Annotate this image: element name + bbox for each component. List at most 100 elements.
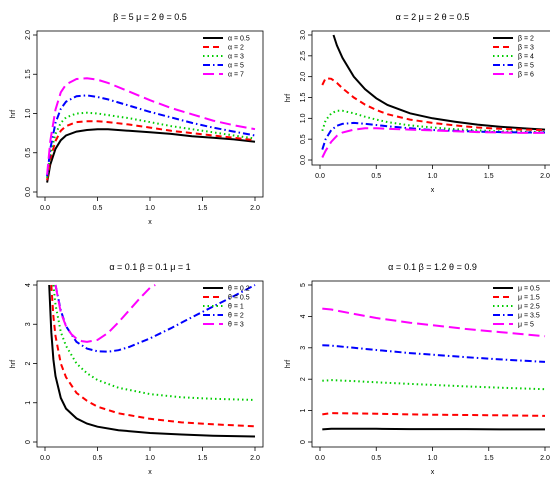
y-axis-label: hrf (285, 360, 292, 368)
x-tick-label: 0.0 (40, 455, 50, 462)
y-tick-label: 4 (25, 283, 32, 287)
chart-panel-2: α = 2 μ = 2 θ = 0.5 0.0 0.5 1.0 1.5 2.0 x 0.0 0.… (285, 12, 550, 194)
x-tick-label: 1.5 (198, 455, 208, 462)
x-axis-label: x (431, 469, 435, 476)
y-axis-label: hrf (285, 94, 292, 102)
x-tick-label: 0.5 (371, 455, 381, 462)
legend-label: θ = 3 (228, 322, 244, 329)
y-tick-label: 2.0 (300, 72, 307, 82)
x-tick-label: 1.0 (428, 173, 438, 180)
series-line-2 (321, 77, 546, 131)
chart-panel-4: α = 0.1 β = 1.2 θ = 0.9 0.0 0.5 1.0 1.5 2.0 x 0… (285, 262, 550, 476)
y-tick-label: 0 (300, 440, 307, 444)
legend: β = 2 β = 3 β = 4 β = 5 β = 6 (493, 36, 534, 79)
y-tick-label: 0.0 (25, 187, 32, 197)
y-tick-label: 2 (300, 377, 307, 381)
x-tick-label: 2.0 (250, 455, 260, 462)
y-tick-label: 5 (300, 283, 307, 287)
series-line-1 (48, 284, 256, 438)
y-tick-label: 1 (300, 409, 307, 413)
x-tick-label: 0.0 (315, 173, 325, 180)
legend-label: α = 0.5 (228, 36, 250, 43)
y-axis-label: hrf (10, 110, 17, 118)
legend: θ = 0.2 θ = 0.5 θ = 1 θ = 2 θ = 3 (203, 286, 250, 329)
y-tick-label: 1.5 (25, 69, 32, 79)
series-line-3 (46, 111, 256, 179)
x-tick-label: 1.5 (484, 173, 494, 180)
y-axis-label: hrf (10, 360, 17, 368)
series-line-5 (54, 284, 156, 343)
legend-label: β = 6 (518, 72, 534, 79)
y-tick-label: 1.0 (300, 113, 307, 123)
y-tick-label: 0.0 (300, 155, 307, 165)
x-tick-label: 1.0 (145, 455, 155, 462)
series-line-2 (50, 284, 256, 428)
legend-label: β = 5 (518, 63, 534, 70)
x-tick-label: 1.5 (198, 205, 208, 212)
chart-title: α = 2 μ = 2 θ = 0.5 (396, 12, 470, 22)
series-line-3 (52, 284, 256, 401)
x-tick-label: 2.0 (540, 173, 550, 180)
legend-label: α = 3 (228, 54, 244, 61)
series-line-5 (46, 77, 256, 175)
legend-label: β = 3 (518, 45, 534, 52)
series-line-4 (322, 344, 546, 363)
series-line-4 (321, 121, 545, 150)
y-tick-label: 4 (300, 314, 307, 318)
x-tick-label: 0.0 (315, 455, 325, 462)
series-line-5 (321, 127, 545, 158)
chart-panel-3: α = 0.1 β = 0.1 μ = 1 0.0 0.5 1.0 1.5 2.0 x 0 1 2… (10, 262, 264, 476)
chart-title: β = 5 μ = 2 θ = 0.5 (113, 12, 187, 22)
legend: μ = 0.5 μ = 1.5 μ = 2.5 μ = 3.5 μ = 5 (493, 286, 540, 329)
legend-label: θ = 1 (228, 304, 244, 311)
series-line-5 (322, 307, 546, 338)
x-tick-label: 1.5 (484, 455, 494, 462)
x-tick-label: 1.0 (428, 455, 438, 462)
series-line-3 (322, 379, 546, 391)
x-tick-label: 1.0 (145, 205, 155, 212)
y-tick-label: 2.5 (300, 51, 307, 61)
x-axis-label: x (431, 187, 435, 194)
series-line-1 (322, 427, 545, 431)
y-tick-label: 2.0 (25, 30, 32, 40)
y-tick-label: 0.5 (25, 148, 32, 158)
y-tick-label: 3.0 (300, 30, 307, 40)
chart-title: α = 0.1 β = 0.1 μ = 1 (109, 262, 190, 272)
series-line-2 (46, 120, 256, 181)
y-tick-label: 0.5 (300, 134, 307, 144)
legend-label: θ = 0.5 (228, 295, 250, 302)
legend: α = 0.5 α = 2 α = 3 α = 5 α = 7 (203, 36, 250, 79)
y-tick-label: 3 (25, 322, 32, 326)
legend-label: α = 5 (228, 63, 244, 70)
legend-label: θ = 2 (228, 313, 244, 320)
legend-label: β = 4 (518, 54, 534, 61)
legend-label: α = 2 (228, 45, 244, 52)
chart-panel-1: β = 5 μ = 2 θ = 0.5 0.0 0.5 1.0 1.5 2.0 x 0.0 0.… (10, 12, 264, 226)
y-tick-label: 1 (25, 401, 32, 405)
series-line-3 (321, 109, 546, 134)
legend-label: α = 7 (228, 72, 244, 79)
y-tick-label: 1.0 (25, 109, 32, 119)
plot-frame (311, 280, 550, 448)
x-tick-label: 2.0 (250, 205, 260, 212)
plot-frame (311, 30, 550, 166)
legend-label: θ = 0.2 (228, 286, 250, 293)
legend-label: μ = 1.5 (518, 295, 540, 302)
x-tick-label: 0.0 (40, 205, 50, 212)
y-tick-label: 3 (300, 346, 307, 350)
chart-title: α = 0.1 β = 1.2 θ = 0.9 (388, 262, 477, 272)
series-line-1 (332, 34, 546, 131)
y-tick-label: 1.5 (300, 93, 307, 103)
series-line-1 (46, 128, 256, 183)
x-tick-label: 0.5 (371, 173, 381, 180)
y-tick-label: 0 (25, 440, 32, 444)
x-axis-label: x (148, 219, 152, 226)
x-tick-label: 0.5 (93, 205, 103, 212)
legend-label: μ = 2.5 (518, 304, 540, 311)
x-axis-label: x (148, 469, 152, 476)
legend-label: μ = 3.5 (518, 313, 540, 320)
x-tick-label: 2.0 (540, 455, 550, 462)
legend-label: μ = 5 (518, 322, 534, 329)
legend-label: β = 2 (518, 36, 534, 43)
